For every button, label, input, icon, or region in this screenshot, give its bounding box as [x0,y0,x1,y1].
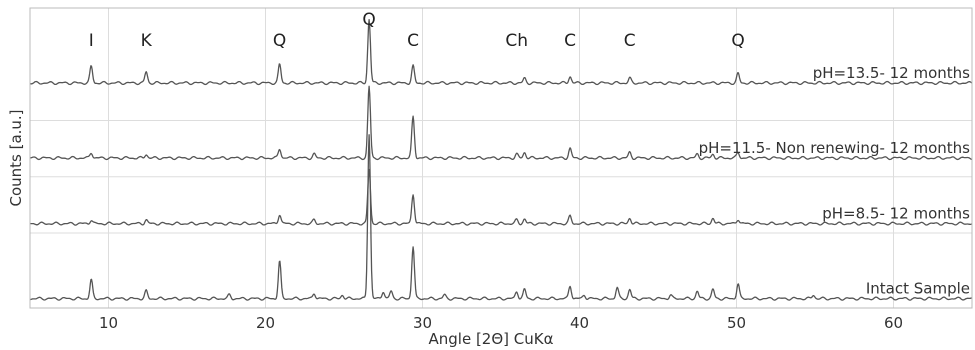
x-axis-title: Angle [2Θ] CuΚα [429,330,554,348]
plot-frame [29,7,973,309]
phase-label: Q [731,31,744,51]
series-label: pH=13.5- 12 months [813,64,970,82]
series-label: pH=8.5- 12 months [822,205,970,223]
phase-label: C [564,31,576,51]
y-axis-title: Counts [a.u.] [7,109,25,206]
phase-label: I [89,31,94,51]
series-trace [29,168,973,226]
x-tick-labels: 10 20 30 40 50 60 [99,314,903,332]
phase-label: C [407,31,419,51]
phase-labels: I K Q Q C Ch C C Q [89,10,745,51]
series-traces [29,18,973,301]
phase-label: C [624,31,636,51]
phase-label: Ch [505,31,528,51]
x-tick-label: 20 [256,314,275,332]
x-tick-label: 60 [884,314,903,332]
x-tick-label: 10 [99,314,118,332]
x-tick-label: 40 [570,314,589,332]
series-label: Intact Sample [866,280,970,298]
phase-label: K [141,31,153,51]
series-trace [29,85,973,161]
series-trace [29,18,973,86]
phase-label: Q [362,10,375,30]
series-labels: pH=13.5- 12 months pH=11.5- Non renewing-… [699,64,971,298]
series-label: pH=11.5- Non renewing- 12 months [699,139,971,157]
series-trace [29,134,973,301]
phase-label: Q [273,31,286,51]
x-tick-label: 30 [413,314,432,332]
x-tick-label: 50 [727,314,746,332]
